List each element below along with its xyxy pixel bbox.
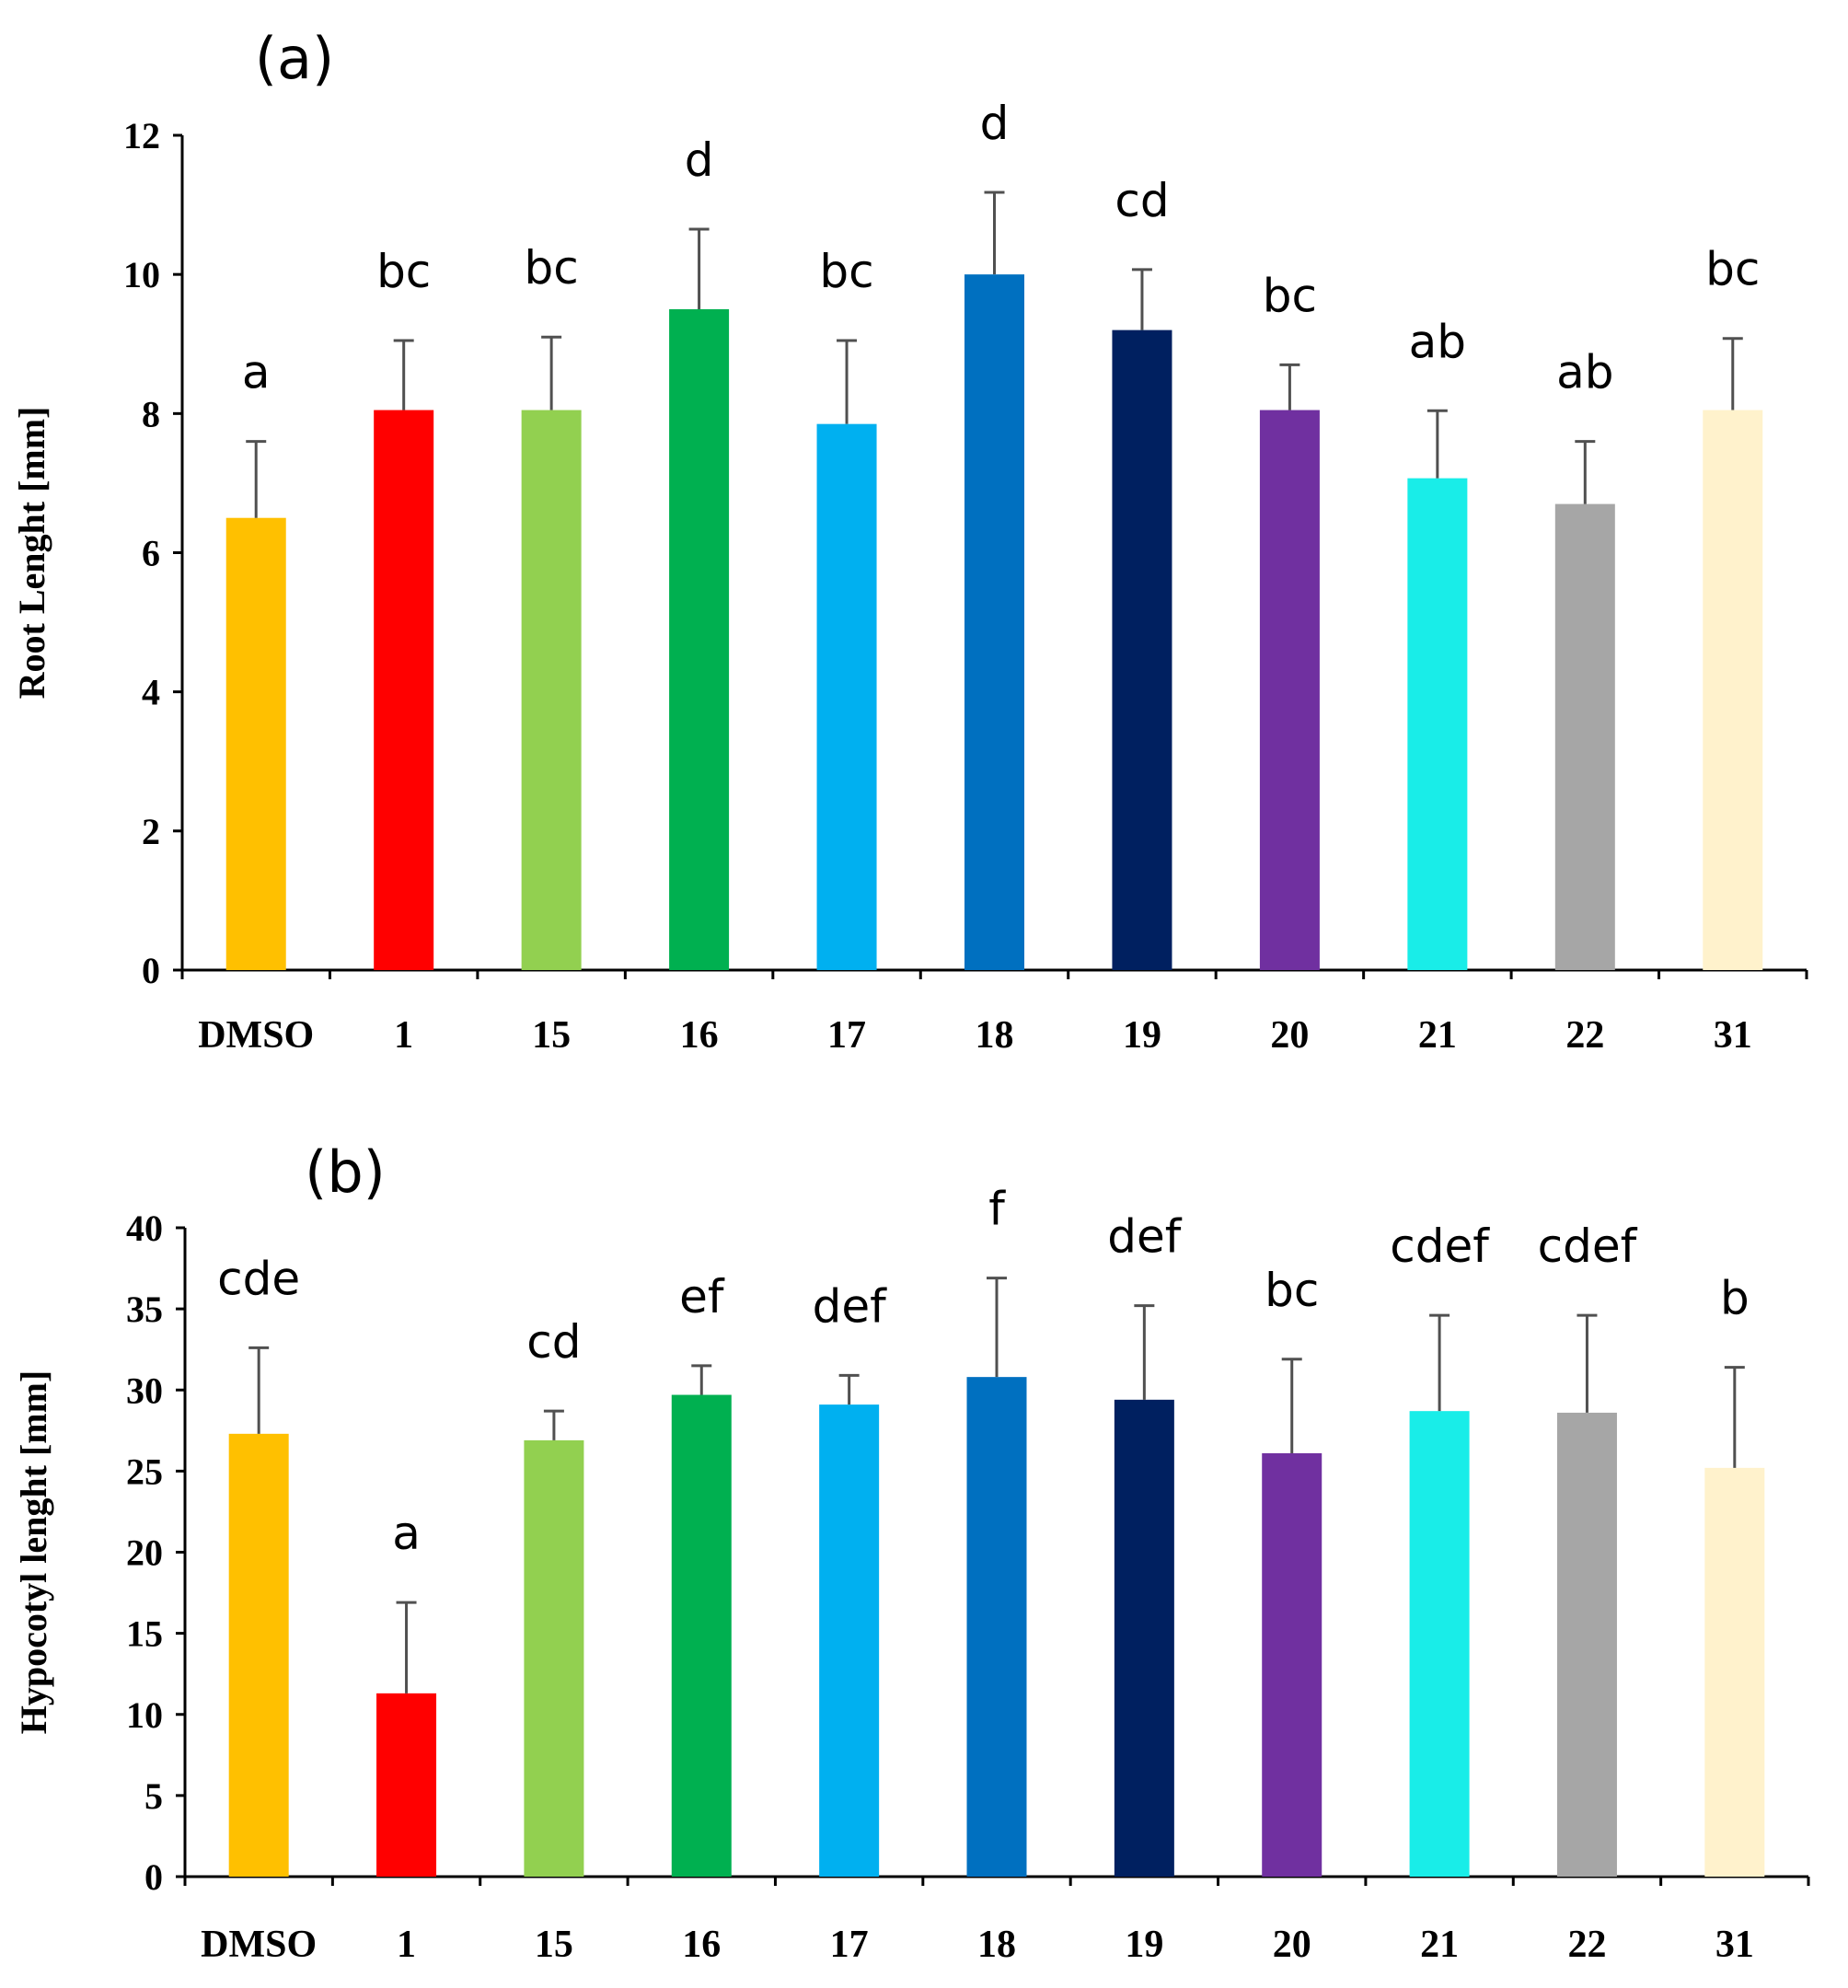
panel-b-y-axis-title: Hypocotyl lenght [mm] — [13, 1370, 54, 1735]
panel-a-bar-20 — [1259, 410, 1320, 970]
panel-b-bar-31 — [1704, 1467, 1765, 1877]
panel-b-bar-16 — [671, 1394, 732, 1877]
panel-a-significance-label-1: bc — [376, 245, 431, 298]
panel-b-y-tick-label: 5 — [144, 1775, 163, 1817]
panel-a-significance-label-31: bc — [1705, 243, 1760, 296]
panel-a-significance-label-DMSO: a — [242, 346, 271, 399]
panel-a-category-label-19: 19 — [1123, 1014, 1161, 1057]
panel-a-bar-17 — [816, 423, 877, 970]
panel-b-y-tick-label: 15 — [126, 1613, 163, 1655]
panel-a-y-tick-label: 4 — [142, 672, 160, 713]
panel-a-category-label-15: 15 — [532, 1014, 571, 1057]
panel-b-category-label-19: 19 — [1125, 1924, 1163, 1966]
panel-a-category-label-DMSO: DMSO — [198, 1014, 314, 1057]
panel-b-category-label-15: 15 — [535, 1924, 573, 1966]
panel-a-significance-label-18: d — [980, 97, 1010, 150]
panel-a-category-label-16: 16 — [680, 1014, 719, 1057]
panel-b-panel-label: (b) — [305, 1138, 386, 1206]
panel-a-bar-DMSO — [225, 517, 286, 970]
panel-a-y-tick-label: 12 — [123, 115, 160, 156]
panel-a-category-label-18: 18 — [976, 1014, 1014, 1057]
panel-a-significance-label-20: bc — [1263, 269, 1317, 322]
panel-a-y-tick-label: 10 — [123, 254, 160, 295]
panel-b-category-label-31: 31 — [1715, 1924, 1754, 1966]
panel-a-significance-label-21: ab — [1409, 315, 1466, 368]
panel-a-bar-31 — [1703, 410, 1763, 970]
panel-b-y-tick-label: 35 — [126, 1289, 163, 1330]
panel-b-significance-label-18: f — [988, 1183, 1006, 1236]
panel-a-bar-21 — [1407, 478, 1468, 970]
panel-b-bar-19 — [1114, 1399, 1174, 1877]
panel-b-category-label-DMSO: DMSO — [201, 1924, 317, 1966]
panel-b-bar-1 — [376, 1693, 437, 1877]
panel-a-category-label-22: 22 — [1565, 1014, 1604, 1057]
panel-a-significance-label-15: bc — [525, 241, 579, 295]
panel-b-significance-label-31: b — [1720, 1272, 1750, 1325]
panel-b-significance-label-20: bc — [1265, 1264, 1319, 1317]
panel-b-significance-label-1: a — [392, 1507, 421, 1560]
panel-a-category-label-31: 31 — [1714, 1014, 1752, 1057]
panel-a-significance-label-19: cd — [1115, 174, 1169, 227]
panel-b-y-tick-label: 10 — [126, 1694, 163, 1736]
panel-a-category-label-20: 20 — [1270, 1014, 1309, 1057]
panel-a-bar-22 — [1554, 503, 1615, 970]
panel-b-bar-20 — [1262, 1452, 1322, 1877]
panel-b-y-tick-label: 25 — [126, 1451, 163, 1492]
panel-a-y-axis-title: Root Lenght [mm] — [11, 407, 52, 699]
panel-a-significance-label-22: ab — [1556, 346, 1613, 399]
panel-b-category-label-22: 22 — [1567, 1924, 1606, 1966]
panel-b-y-tick-label: 0 — [144, 1856, 163, 1898]
panel-a-significance-label-17: bc — [819, 245, 873, 298]
panel-a-y-tick-label: 0 — [142, 950, 160, 991]
panel-a-bar-15 — [521, 410, 582, 970]
panel-b-category-label-20: 20 — [1273, 1924, 1311, 1966]
panel-b-significance-label-DMSO: cde — [217, 1252, 300, 1305]
panel-b-hypocotyl-length-chart: (b) Hypocotyl lenght [mm] 0 5 10 15 20 25 30 35 40… — [13, 1138, 1810, 1966]
panel-a-panel-label: (a) — [255, 25, 334, 92]
panel-b-category-label-21: 21 — [1420, 1924, 1459, 1966]
panel-b-significance-label-22: cdef — [1538, 1219, 1638, 1273]
panel-a-bar-19 — [1112, 329, 1172, 971]
panel-b-category-label-1: 1 — [397, 1924, 416, 1966]
panel-a-y-tick-label: 6 — [142, 533, 160, 574]
panel-a-significance-label-16: d — [685, 133, 714, 187]
panel-b-y-tick-label: 40 — [126, 1208, 163, 1249]
panel-a-y-tick-label: 8 — [142, 393, 160, 434]
panel-b-bar-18 — [966, 1377, 1027, 1877]
panel-b-significance-label-15: cd — [526, 1315, 581, 1369]
panel-b-bar-DMSO — [228, 1433, 289, 1877]
panel-b-bar-15 — [524, 1439, 584, 1877]
panel-a-bar-18 — [964, 274, 1024, 971]
panel-b-bar-21 — [1409, 1411, 1470, 1877]
panel-b-y-tick-label: 20 — [126, 1532, 163, 1574]
panel-a-root-length-chart: (a) Root Lenght [mm] 0 2 4 6 8 10 12 a DMSO bc 1 bc 15… — [11, 25, 1808, 1057]
panel-b-bar-17 — [819, 1404, 880, 1877]
panel-b-bar-22 — [1556, 1412, 1617, 1877]
panel-b-significance-label-17: def — [813, 1279, 888, 1333]
panel-b-significance-label-21: cdef — [1390, 1219, 1490, 1273]
panel-a-category-label-17: 17 — [827, 1014, 866, 1057]
panel-a-category-label-1: 1 — [394, 1014, 413, 1057]
panel-a-bar-1 — [374, 410, 434, 970]
panel-b-significance-label-16: ef — [679, 1270, 725, 1323]
panel-b-category-label-18: 18 — [977, 1924, 1016, 1966]
panel-b-y-tick-label: 30 — [126, 1370, 163, 1411]
panel-b-category-label-16: 16 — [682, 1924, 721, 1966]
panel-a-bar-16 — [669, 308, 730, 970]
panel-a-category-label-21: 21 — [1418, 1014, 1457, 1057]
panel-b-significance-label-19: def — [1107, 1210, 1183, 1264]
panel-a-y-tick-label: 2 — [142, 811, 160, 852]
panel-b-category-label-17: 17 — [830, 1924, 869, 1966]
